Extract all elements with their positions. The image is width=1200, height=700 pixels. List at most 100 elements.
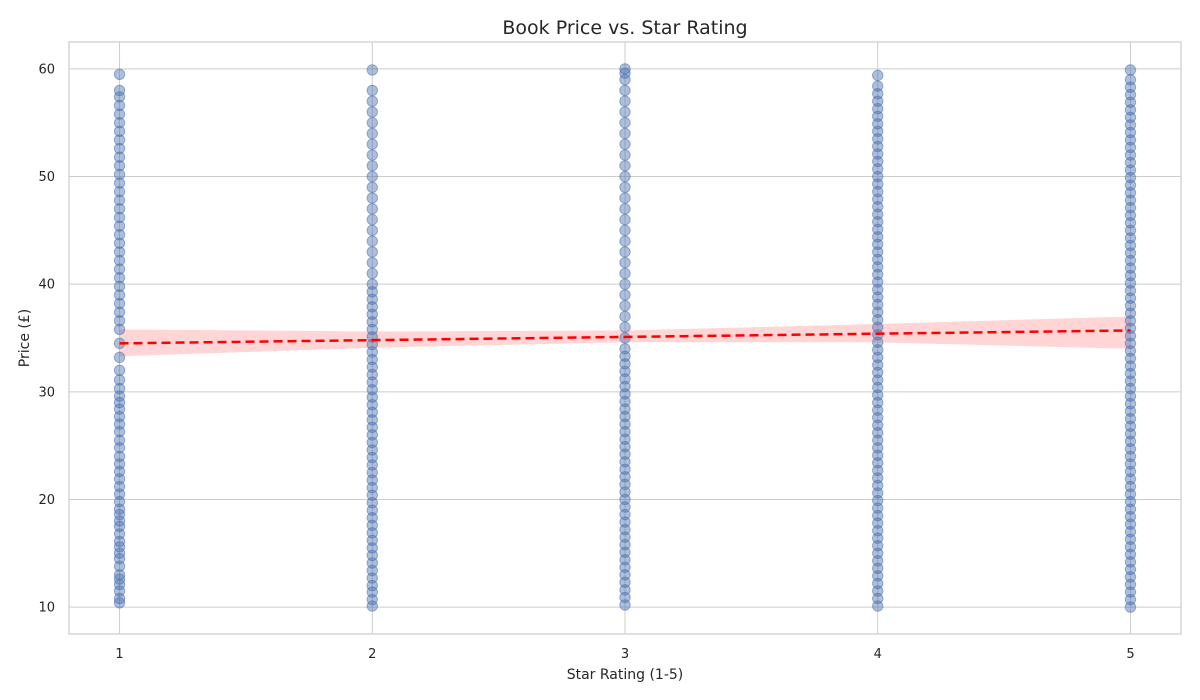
data-point <box>113 185 126 198</box>
data-point <box>113 68 126 80</box>
data-point <box>619 95 631 107</box>
data-point <box>113 237 126 249</box>
data-point <box>366 160 378 172</box>
data-point <box>619 246 631 258</box>
data-point <box>113 177 126 189</box>
data-point <box>619 289 631 301</box>
data-point <box>366 278 378 290</box>
data-point <box>619 278 631 290</box>
data-point <box>619 267 631 280</box>
data-point <box>1124 73 1137 86</box>
data-point <box>113 351 126 364</box>
data-point <box>113 323 126 336</box>
data-point <box>366 213 378 226</box>
data-point <box>113 547 126 559</box>
data-point <box>1124 64 1137 76</box>
y-axis-label: Price (£) <box>17 309 33 367</box>
data-point <box>366 149 378 161</box>
data-point <box>113 280 126 293</box>
data-point <box>619 310 631 323</box>
data-point <box>113 151 126 163</box>
data-point <box>366 138 378 150</box>
data-point <box>619 170 631 183</box>
data-point <box>366 181 378 194</box>
chart-title: Book Price vs. Star Rating <box>502 17 747 39</box>
data-point <box>366 192 378 204</box>
data-point <box>113 585 126 597</box>
data-point <box>113 134 126 146</box>
data-point <box>113 125 126 138</box>
data-point <box>113 569 126 581</box>
data-point <box>366 224 378 237</box>
data-point <box>113 220 126 232</box>
data-point <box>113 203 126 215</box>
data-point <box>113 246 126 258</box>
data-point <box>619 127 631 140</box>
data-point <box>366 246 378 258</box>
data-point <box>619 235 631 247</box>
data-point <box>872 80 884 92</box>
data-point <box>366 95 378 107</box>
data-point <box>113 99 126 112</box>
data-point <box>113 142 126 155</box>
data-point <box>619 63 631 75</box>
trend-layer <box>119 329 1131 345</box>
data-point <box>113 117 126 129</box>
y-tick-label: 60 <box>38 62 55 77</box>
data-point <box>619 343 631 355</box>
data-point <box>113 168 126 181</box>
data-point <box>113 364 126 376</box>
data-point <box>113 263 126 275</box>
data-point <box>366 256 378 269</box>
data-point <box>113 306 126 318</box>
data-point <box>113 450 126 463</box>
data-point <box>113 597 126 609</box>
data-point <box>113 254 126 267</box>
data-point <box>113 228 126 241</box>
data-point <box>366 117 378 129</box>
data-point <box>366 235 378 247</box>
y-tick-label: 40 <box>38 278 55 293</box>
x-tick-label: 3 <box>621 647 629 662</box>
data-point <box>366 106 378 118</box>
data-point <box>872 69 884 82</box>
data-point <box>619 84 631 97</box>
data-point <box>113 160 126 172</box>
data-point <box>619 321 631 333</box>
data-point <box>366 64 378 76</box>
y-tick-label: 10 <box>38 601 55 616</box>
data-point <box>619 67 631 79</box>
ticks-layer: 1 2 3 4 5 10 20 30 40 50 60 <box>38 62 1134 662</box>
y-tick-label: 50 <box>38 170 55 185</box>
data-point <box>619 256 631 269</box>
data-point <box>113 108 126 120</box>
y-tick-label: 30 <box>38 385 55 400</box>
data-point <box>366 267 378 280</box>
x-tick-label: 5 <box>1126 647 1134 662</box>
data-point <box>366 600 378 612</box>
data-point <box>113 382 126 395</box>
x-axis-label: Star Rating (1-5) <box>567 667 684 683</box>
data-point <box>619 192 631 204</box>
data-point <box>619 203 631 215</box>
data-point <box>619 149 631 161</box>
data-point <box>113 297 126 310</box>
data-point <box>113 315 126 327</box>
x-tick-label: 1 <box>115 647 123 662</box>
data-point <box>366 127 378 140</box>
data-point <box>113 396 126 409</box>
data-point <box>619 224 631 237</box>
data-point <box>113 434 126 446</box>
data-point <box>619 181 631 194</box>
data-point <box>619 300 631 312</box>
trend-line <box>119 329 1131 345</box>
data-point <box>113 91 126 103</box>
data-point <box>619 138 631 150</box>
data-point <box>619 106 631 118</box>
data-point <box>113 84 126 97</box>
x-tick-label: 2 <box>368 647 376 662</box>
data-point <box>619 213 631 226</box>
y-tick-label: 20 <box>38 493 55 508</box>
